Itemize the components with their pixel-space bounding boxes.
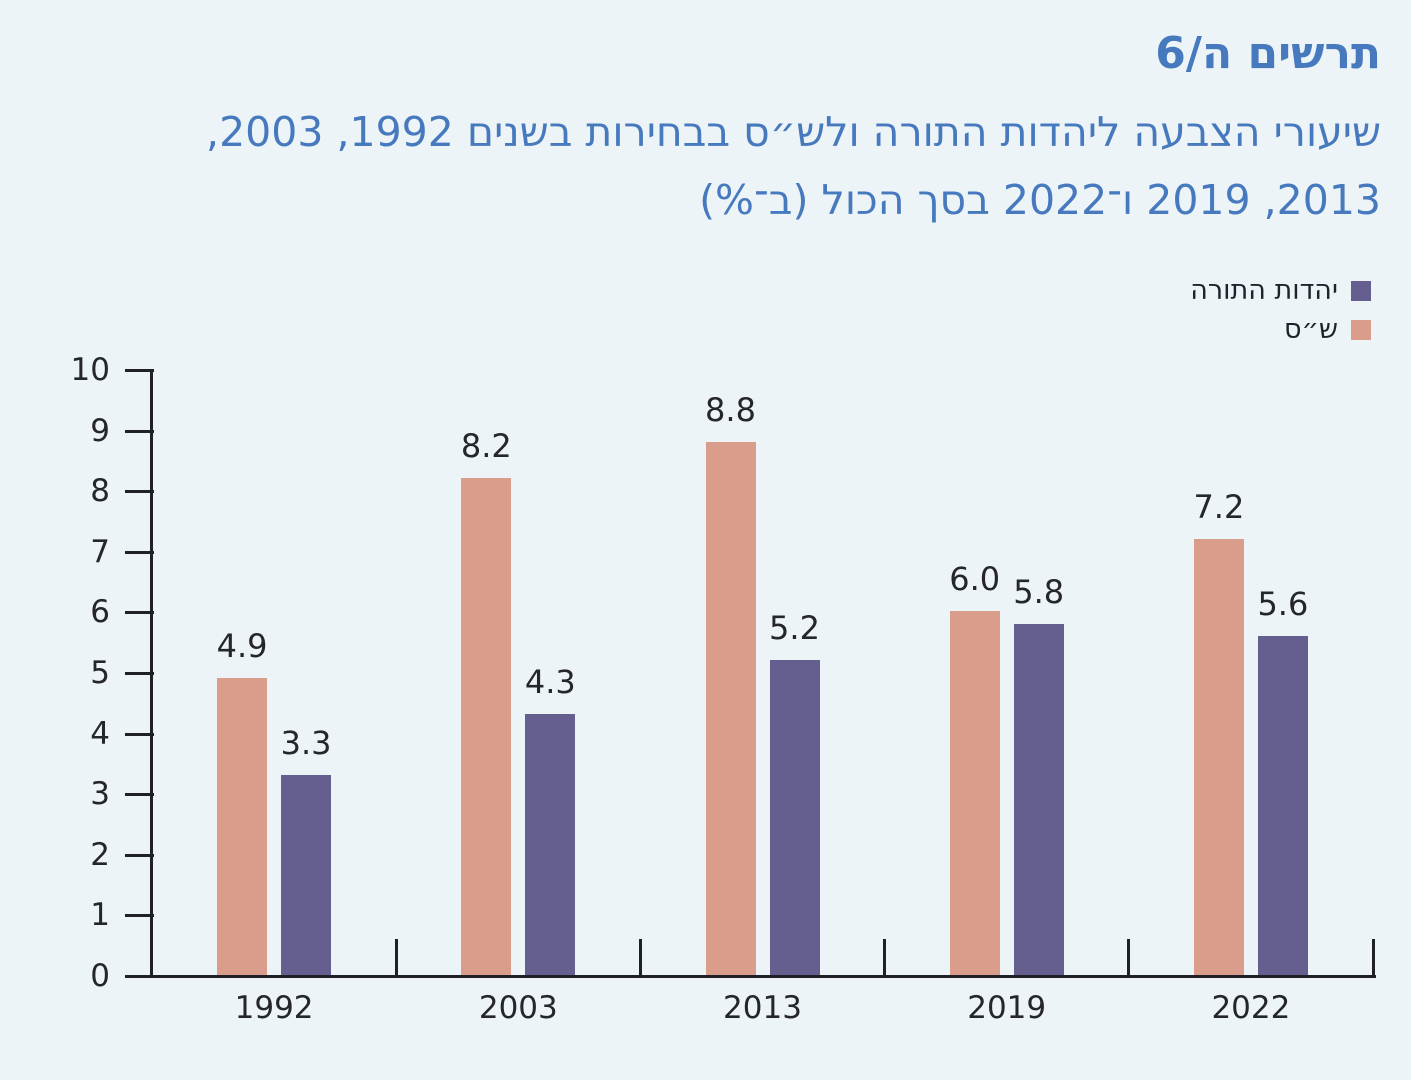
- y-tick-label: 5: [90, 655, 110, 691]
- x-axis-label-2019: 2019: [967, 990, 1047, 1026]
- y-tick-label: 8: [90, 473, 110, 510]
- y-tick: [125, 914, 154, 918]
- y-tick-label: 10: [70, 352, 110, 388]
- figure-number: תרשים ה/6: [1155, 28, 1381, 79]
- y-tick: [125, 793, 154, 797]
- x-boundary-tick: [1127, 939, 1131, 978]
- x-axis-line: [125, 975, 1376, 978]
- y-tick-label: 1: [90, 897, 110, 934]
- bar-shas-2022: [1193, 538, 1244, 975]
- bar-value-label-shas-2022: 7.2: [1193, 487, 1245, 526]
- chart-title-line2: 2013, 2019 ו־2022 בסך הכול (ב־%): [699, 176, 1381, 224]
- legend-label-utj: יהדות התורה: [1190, 275, 1338, 306]
- y-tick: [125, 672, 154, 675]
- bar-value-label-shas-2013: 8.8: [705, 390, 756, 429]
- legend-label-shas: ש״ס: [1283, 314, 1338, 345]
- bar-utj-2022: [1257, 635, 1308, 975]
- y-tick-label: 0: [90, 958, 110, 994]
- bar-value-label-utj-2022: 5.6: [1257, 584, 1309, 623]
- bar-value-label-utj-2019: 5.8: [1013, 572, 1065, 611]
- x-axis-label-2022: 2022: [1211, 990, 1291, 1026]
- legend-item-shas: ש״ס: [1190, 314, 1371, 345]
- x-boundary-tick: [394, 939, 398, 978]
- x-boundary-tick: [1371, 939, 1375, 978]
- chart-title: שיעורי הצבעה ליהדות התורה ולש״ס בבחירות …: [20, 98, 1381, 234]
- y-tick-label: 3: [90, 776, 110, 813]
- bar-value-label-shas-2019: 6.0: [949, 560, 1001, 599]
- legend-item-utj: יהדות התורה: [1190, 275, 1371, 306]
- bar-utj-2003: [525, 714, 576, 975]
- x-axis-label-2013: 2013: [723, 990, 802, 1026]
- legend: יהדות התורה ש״ס: [1190, 275, 1371, 357]
- y-tick-label: 2: [90, 836, 110, 873]
- y-tick: [125, 853, 154, 857]
- bar-value-label-utj-1992: 3.3: [280, 724, 332, 763]
- chart-title-line1: שיעורי הצבעה ליהדות התורה ולש״ס בבחירות …: [206, 108, 1381, 156]
- y-tick-label: 6: [90, 594, 110, 631]
- y-tick: [125, 429, 154, 433]
- x-axis-label-2003: 2003: [478, 990, 558, 1026]
- y-tick-label: 7: [90, 533, 110, 570]
- y-tick: [125, 369, 154, 372]
- legend-swatch-utj-icon: [1351, 281, 1371, 301]
- y-tick: [125, 550, 154, 554]
- x-axis-label-1992: 1992: [234, 990, 314, 1026]
- y-tick-label: 9: [90, 412, 110, 449]
- y-tick-label: 4: [90, 715, 110, 752]
- y-tick: [125, 490, 154, 494]
- y-tick: [125, 611, 154, 615]
- y-tick: [125, 732, 154, 736]
- bar-value-label-shas-1992: 4.9: [216, 627, 268, 666]
- x-boundary-tick: [638, 939, 642, 978]
- bar-shas-2019: [949, 611, 1000, 975]
- bar-value-label-utj-2013: 5.2: [769, 608, 820, 647]
- bar-shas-1992: [217, 678, 268, 975]
- bar-shas-2013: [705, 441, 756, 975]
- bar-utj-1992: [281, 775, 332, 975]
- bar-value-label-shas-2003: 8.2: [460, 427, 512, 466]
- x-boundary-tick: [883, 939, 887, 978]
- bar-shas-2003: [461, 478, 512, 975]
- legend-swatch-shas-icon: [1351, 320, 1371, 340]
- bar-utj-2019: [1013, 623, 1064, 975]
- bar-utj-2013: [769, 659, 820, 975]
- bar-value-label-utj-2003: 4.3: [524, 663, 576, 702]
